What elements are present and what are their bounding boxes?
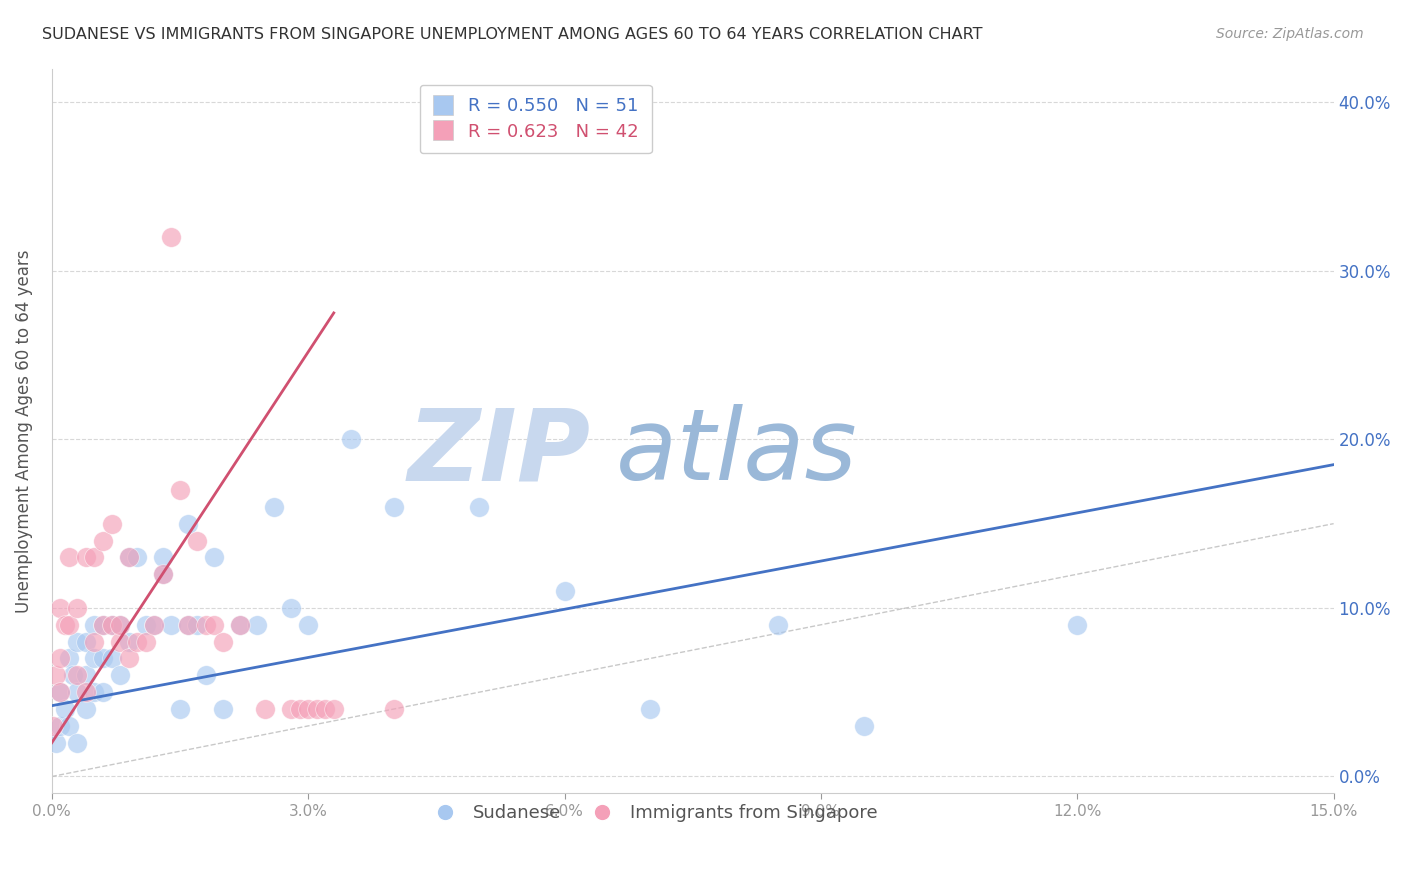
Point (45, 668, 67, 682)
Text: ZIP: ZIP (408, 404, 591, 501)
Point (254, 702, 277, 716)
Point (468, 500, 491, 514)
Point (42, 719, 65, 733)
Point (49, 719, 72, 733)
Point (135, 634, 157, 648)
Point (127, 550, 149, 565)
Point (91, 617, 114, 632)
Point (169, 483, 191, 497)
Point (202, 550, 225, 565)
Point (108, 634, 131, 648)
Text: SUDANESE VS IMMIGRANTS FROM SINGAPORE UNEMPLOYMENT AMONG AGES 60 TO 64 YEARS COR: SUDANESE VS IMMIGRANTS FROM SINGAPORE UN… (42, 27, 983, 42)
Point (638, 702, 661, 716)
Point (340, 433, 363, 447)
Point (100, 516, 122, 531)
Point (66, 634, 89, 648)
Point (66, 685, 89, 699)
Point (91, 685, 114, 699)
Point (53, 702, 76, 716)
Point (177, 617, 200, 632)
Point (66, 601, 89, 615)
Point (108, 617, 131, 632)
Point (202, 617, 225, 632)
Point (169, 702, 191, 716)
Point (143, 617, 166, 632)
Point (160, 230, 183, 244)
Point (382, 500, 405, 514)
Point (58, 719, 80, 733)
Point (229, 617, 252, 632)
Point (382, 702, 405, 716)
Point (91, 651, 114, 665)
Point (100, 651, 122, 665)
Point (83, 651, 105, 665)
Point (143, 617, 166, 632)
Point (118, 634, 141, 648)
Point (160, 617, 183, 632)
Point (211, 702, 233, 716)
Point (211, 634, 233, 648)
Point (127, 634, 149, 648)
Point (62, 668, 84, 682)
Point (83, 685, 105, 699)
Point (83, 634, 105, 648)
Point (53, 617, 76, 632)
Point (49, 651, 72, 665)
Point (152, 567, 174, 582)
Point (83, 550, 105, 565)
Point (194, 668, 217, 682)
Point (288, 702, 311, 716)
Point (229, 617, 252, 632)
Point (186, 617, 208, 632)
Point (58, 651, 80, 665)
Point (49, 685, 72, 699)
Point (75, 550, 97, 565)
Point (766, 617, 789, 632)
Point (246, 617, 269, 632)
Point (177, 516, 200, 531)
Point (297, 617, 319, 632)
Text: atlas: atlas (616, 404, 858, 501)
Point (75, 668, 97, 682)
Point (49, 685, 72, 699)
Point (152, 550, 174, 565)
Text: Source: ZipAtlas.com: Source: ZipAtlas.com (1216, 27, 1364, 41)
Point (75, 702, 97, 716)
Point (280, 702, 302, 716)
Point (263, 500, 285, 514)
Point (108, 668, 131, 682)
Point (118, 651, 141, 665)
Point (91, 533, 114, 548)
Legend: Sudanese, Immigrants from Singapore: Sudanese, Immigrants from Singapore (419, 792, 890, 835)
Point (83, 617, 105, 632)
Point (322, 702, 344, 716)
Point (194, 617, 217, 632)
Point (58, 550, 80, 565)
Point (118, 550, 141, 565)
Point (1066, 617, 1088, 632)
Point (66, 736, 89, 750)
Point (297, 702, 319, 716)
Point (177, 617, 200, 632)
Point (91, 617, 114, 632)
Point (49, 601, 72, 615)
Point (100, 617, 122, 632)
Point (314, 702, 336, 716)
Point (75, 685, 97, 699)
Point (280, 601, 302, 615)
Point (135, 617, 157, 632)
Point (108, 617, 131, 632)
Point (553, 584, 575, 599)
Y-axis label: Unemployment Among Ages 60 to 64 years: Unemployment Among Ages 60 to 64 years (15, 249, 32, 613)
Point (66, 668, 89, 682)
Point (100, 617, 122, 632)
Point (45, 736, 67, 750)
Point (186, 533, 208, 548)
Point (58, 617, 80, 632)
Point (305, 702, 328, 716)
Point (118, 550, 141, 565)
Point (75, 634, 97, 648)
Point (852, 719, 875, 733)
Point (152, 567, 174, 582)
